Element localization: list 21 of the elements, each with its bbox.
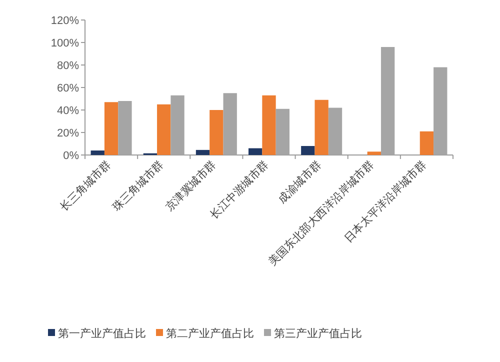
y-tick-label: 120%: [50, 15, 80, 27]
bar: [90, 150, 104, 155]
bar: [104, 102, 118, 155]
bar: [196, 150, 210, 155]
bar: [262, 95, 276, 155]
legend-label: 第二产业产值占比: [166, 327, 254, 340]
bar: [314, 100, 328, 155]
bar: [248, 148, 262, 155]
bar: [367, 152, 381, 155]
bar: [157, 104, 171, 155]
x-tick-label: 成渝城市群: [276, 158, 324, 206]
y-tick-label: 60%: [56, 82, 80, 94]
bar: [210, 110, 224, 155]
y-tick-label: 20%: [56, 128, 80, 140]
legend-label: 第一产业产值占比: [58, 327, 146, 340]
y-tick-label: 100%: [50, 38, 80, 50]
y-tick-label: 40%: [56, 105, 80, 117]
bar: [301, 146, 315, 155]
y-tick-label: 80%: [56, 60, 80, 72]
bar: [420, 131, 434, 155]
legend-label: 第三产业产值占比: [274, 327, 362, 340]
